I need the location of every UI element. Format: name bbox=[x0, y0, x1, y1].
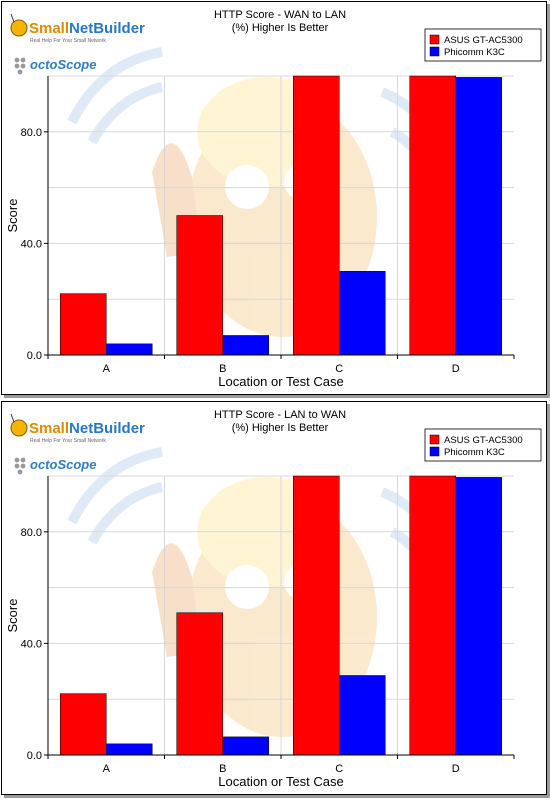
chart-title: HTTP Score - LAN to WAN bbox=[214, 409, 346, 421]
legend-swatch bbox=[429, 446, 440, 457]
logo-tagline: Real Help For Your Small Network bbox=[30, 38, 106, 44]
octoscope-dot bbox=[14, 457, 20, 463]
bar-phicomm-c bbox=[339, 271, 386, 356]
watermark-mascot bbox=[67, 447, 457, 737]
octoscope-dot bbox=[14, 63, 20, 69]
wifi-wave-shape bbox=[87, 482, 164, 545]
octoscope-dot bbox=[20, 57, 26, 63]
bar-asus-a bbox=[60, 693, 107, 756]
legend-box bbox=[424, 28, 542, 62]
bar-phicomm-b bbox=[222, 736, 269, 756]
octoscope-dot bbox=[14, 463, 20, 469]
x-axis-title: Location or Test Case bbox=[218, 374, 344, 389]
y-tick-label: 40.0 bbox=[21, 238, 42, 250]
octoscope-dot bbox=[20, 457, 26, 463]
logo-word-net: Net bbox=[69, 420, 93, 437]
legend-label: Phicomm K3C bbox=[444, 447, 505, 458]
x-tick-label: B bbox=[219, 763, 226, 775]
octoscope-dots-icon bbox=[14, 457, 26, 475]
y-tick-label: 40.0 bbox=[21, 638, 42, 650]
chart-lan-to-wan: 0.0 40.0 80.0 A B C D Location or Test Case Scor… bbox=[5, 409, 542, 789]
mascot-eye-shape bbox=[225, 165, 269, 209]
logo-word-small: Small bbox=[29, 420, 69, 437]
logo-word-builder: Builder bbox=[93, 20, 145, 37]
x-tick-label: B bbox=[219, 363, 226, 375]
wifi-wave-shape bbox=[87, 82, 164, 145]
bar-phicomm-d bbox=[455, 77, 502, 356]
x-tick-label: C bbox=[335, 763, 343, 775]
legend-swatch bbox=[429, 434, 440, 445]
bar-asus-c bbox=[293, 75, 340, 356]
chart-wan-to-lan: 0.0 40.0 80.0 A B C D Location or Test Case Scor… bbox=[5, 9, 542, 389]
octoscope-dot bbox=[20, 63, 26, 69]
bar-phicomm-d bbox=[455, 477, 502, 756]
mascot-eye-shape bbox=[225, 565, 269, 609]
y-tick-label: 80.0 bbox=[21, 127, 42, 139]
y-tick-label: 80.0 bbox=[21, 527, 42, 539]
y-tick-label: 0.0 bbox=[27, 750, 42, 762]
wifi-wave-shape bbox=[67, 447, 163, 525]
octoscope-wordmark: octoScope bbox=[30, 457, 96, 472]
x-axis-title: Location or Test Case bbox=[218, 774, 344, 789]
octoscope-dot bbox=[14, 57, 20, 63]
bar-asus-d bbox=[409, 75, 456, 356]
octoscope-dots-icon bbox=[14, 57, 26, 75]
bee-antenna-icon bbox=[10, 13, 15, 23]
logo-word-small: Small bbox=[29, 20, 69, 37]
logo-wordmark: SmallNetBuilder bbox=[29, 420, 145, 437]
bar-phicomm-b bbox=[222, 335, 269, 356]
logo-word-builder: Builder bbox=[93, 420, 145, 437]
octoscope-dot bbox=[17, 469, 23, 475]
octoscope-wordmark: octoScope bbox=[30, 57, 96, 72]
x-tick-label: D bbox=[452, 763, 460, 775]
y-tick-label: 0.0 bbox=[27, 350, 42, 362]
legend-label: ASUS GT-AC5300 bbox=[444, 435, 523, 446]
chart-panel-lan-to-wan: 0.0 40.0 80.0 A B C D Location or Test Case Scor… bbox=[1, 401, 547, 795]
x-tick-label: A bbox=[103, 363, 111, 375]
bee-mascot-icon bbox=[10, 419, 28, 437]
legend-box bbox=[424, 428, 542, 462]
logo-word-net: Net bbox=[69, 20, 93, 37]
bar-asus-b bbox=[176, 612, 223, 756]
x-tick-label: C bbox=[335, 363, 343, 375]
legend-swatch bbox=[429, 46, 440, 57]
bee-antenna-icon bbox=[10, 413, 15, 423]
logo-tagline: Real Help For Your Small Network bbox=[30, 438, 106, 444]
bar-phicomm-a bbox=[106, 343, 153, 356]
octoscope-dot bbox=[20, 463, 26, 469]
x-tick-label: D bbox=[452, 363, 460, 375]
chart-subtitle: (%) Higher Is Better bbox=[232, 422, 329, 434]
bar-asus-c bbox=[293, 475, 340, 756]
bar-asus-b bbox=[176, 215, 223, 356]
bar-asus-a bbox=[60, 293, 107, 356]
legend-label: ASUS GT-AC5300 bbox=[444, 35, 523, 46]
y-axis-title: Score bbox=[5, 199, 20, 233]
watermark-mascot bbox=[67, 47, 457, 337]
bar-phicomm-a bbox=[106, 743, 153, 756]
logo-wordmark: SmallNetBuilder bbox=[29, 20, 145, 37]
y-axis-title: Score bbox=[5, 599, 20, 633]
chart-panel-wan-to-lan: 0.0 40.0 80.0 A B C D Location or Test Case Scor… bbox=[1, 1, 547, 395]
chart-subtitle: (%) Higher Is Better bbox=[232, 22, 329, 34]
octoscope-dot bbox=[17, 69, 23, 75]
x-tick-label: A bbox=[103, 763, 111, 775]
legend-swatch bbox=[429, 34, 440, 45]
chart-title: HTTP Score - WAN to LAN bbox=[214, 9, 346, 21]
bar-phicomm-c bbox=[339, 675, 386, 756]
legend-label: Phicomm K3C bbox=[444, 47, 505, 58]
wifi-wave-shape bbox=[67, 47, 163, 125]
bee-mascot-icon bbox=[10, 19, 28, 37]
bar-asus-d bbox=[409, 475, 456, 756]
